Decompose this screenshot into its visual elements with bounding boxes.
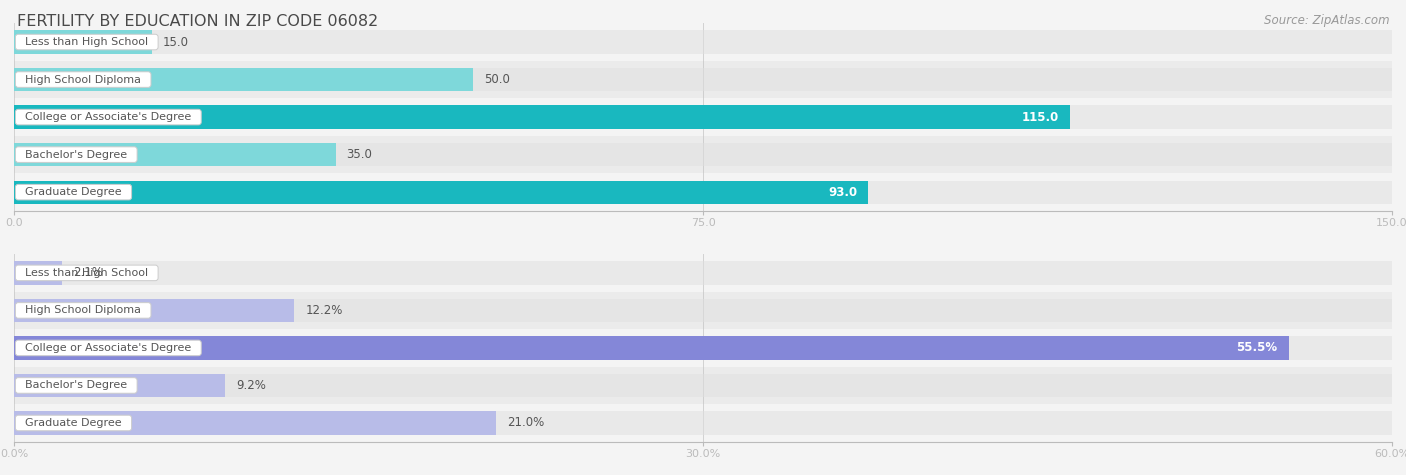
Bar	[14, 23, 1392, 61]
Text: College or Associate's Degree: College or Associate's Degree	[18, 112, 198, 122]
Bar	[14, 173, 1392, 211]
Text: 9.2%: 9.2%	[236, 379, 266, 392]
Bar	[14, 30, 152, 54]
Text: Graduate Degree: Graduate Degree	[18, 187, 129, 197]
Bar	[14, 143, 1392, 166]
Bar	[14, 261, 1392, 285]
Text: 50.0: 50.0	[485, 73, 510, 86]
Text: FERTILITY BY EDUCATION IN ZIP CODE 06082: FERTILITY BY EDUCATION IN ZIP CODE 06082	[17, 14, 378, 29]
Text: Less than High School: Less than High School	[18, 268, 155, 278]
Text: 55.5%: 55.5%	[1236, 342, 1278, 354]
Bar	[14, 180, 869, 204]
Bar	[14, 404, 1392, 442]
Bar	[14, 105, 1392, 129]
Bar	[14, 143, 336, 166]
Text: Bachelor's Degree: Bachelor's Degree	[18, 380, 135, 390]
Text: 2.1%: 2.1%	[73, 266, 103, 279]
Text: 15.0: 15.0	[163, 36, 188, 48]
Bar	[14, 136, 1392, 173]
Text: 93.0: 93.0	[828, 186, 858, 199]
Bar	[14, 299, 294, 322]
Text: High School Diploma: High School Diploma	[18, 75, 148, 85]
Bar	[14, 98, 1392, 136]
Bar	[14, 367, 1392, 404]
Text: 12.2%: 12.2%	[305, 304, 343, 317]
Bar	[14, 374, 225, 397]
Text: Bachelor's Degree: Bachelor's Degree	[18, 150, 135, 160]
Bar	[14, 292, 1392, 329]
Bar	[14, 68, 474, 91]
Bar	[14, 261, 62, 285]
Text: Graduate Degree: Graduate Degree	[18, 418, 129, 428]
Bar	[14, 336, 1392, 360]
Text: Source: ZipAtlas.com: Source: ZipAtlas.com	[1264, 14, 1389, 27]
Text: 115.0: 115.0	[1022, 111, 1059, 124]
Text: College or Associate's Degree: College or Associate's Degree	[18, 343, 198, 353]
Bar	[14, 411, 1392, 435]
Bar	[14, 329, 1392, 367]
Text: Less than High School: Less than High School	[18, 37, 155, 47]
Bar	[14, 374, 1392, 397]
Text: 21.0%: 21.0%	[508, 417, 544, 429]
Text: High School Diploma: High School Diploma	[18, 305, 148, 315]
Bar	[14, 61, 1392, 98]
Bar	[14, 336, 1289, 360]
Bar	[14, 254, 1392, 292]
Text: 35.0: 35.0	[347, 148, 373, 161]
Bar	[14, 299, 1392, 322]
Bar	[14, 68, 1392, 91]
Bar	[14, 30, 1392, 54]
Bar	[14, 411, 496, 435]
Bar	[14, 180, 1392, 204]
Bar	[14, 105, 1070, 129]
